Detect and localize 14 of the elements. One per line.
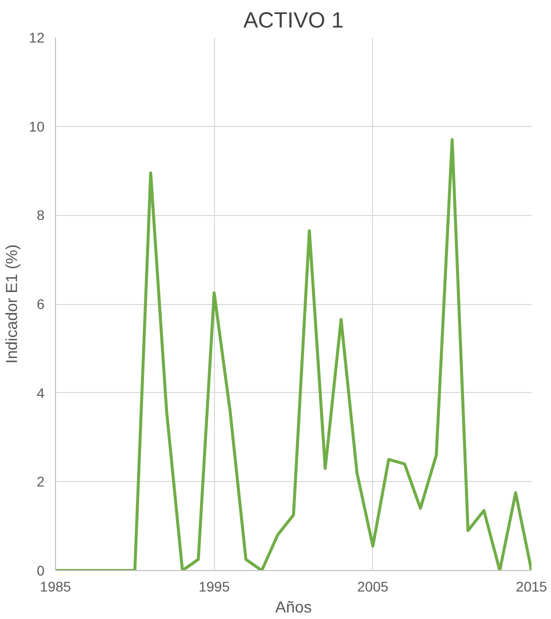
y-tick-label: 10 (28, 118, 45, 134)
x-tick-label: 1985 (40, 578, 72, 594)
chart-title: ACTIVO 1 (243, 8, 344, 32)
x-tick-label: 1995 (198, 578, 230, 594)
y-tick-label: 4 (36, 384, 45, 401)
y-tick-label: 6 (36, 296, 45, 312)
y-tick-label: 0 (36, 562, 45, 578)
x-tick-label: 2015 (516, 578, 548, 594)
y-tick-label: 12 (28, 30, 45, 46)
x-tick-label: 2005 (357, 578, 389, 594)
y-tick-label: 8 (36, 207, 45, 224)
x-axis-title: Años (275, 600, 312, 616)
y-tick-label: 2 (36, 474, 45, 490)
y-axis-title: Indicador E1 (%) (4, 244, 21, 364)
